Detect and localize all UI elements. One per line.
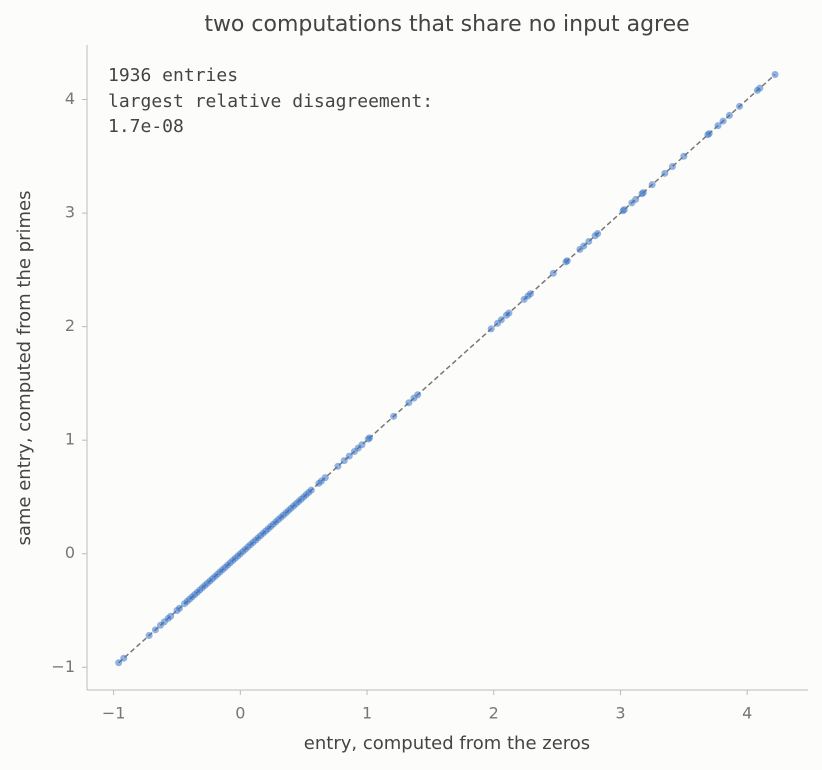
- point: [771, 71, 779, 79]
- point: [705, 130, 713, 138]
- point: [345, 452, 353, 460]
- x-tick-label: −1: [102, 704, 126, 723]
- point: [668, 163, 676, 171]
- point: [390, 412, 398, 420]
- point: [585, 237, 593, 245]
- y-tick-label: 1: [65, 430, 75, 449]
- annotation: 1.7e-08: [108, 116, 184, 137]
- point: [145, 631, 153, 639]
- point: [648, 181, 656, 189]
- annotation: largest relative disagreement:: [108, 91, 433, 112]
- point: [366, 434, 374, 442]
- point: [526, 290, 534, 298]
- point: [680, 152, 688, 160]
- point: [594, 230, 602, 238]
- point: [632, 195, 640, 203]
- y-axis-label: same entry, computed from the primes: [14, 190, 35, 545]
- y-tick-label: −1: [51, 657, 75, 676]
- point: [714, 122, 722, 130]
- point: [414, 391, 422, 399]
- point: [725, 111, 733, 119]
- point: [120, 654, 128, 662]
- point: [167, 612, 175, 620]
- point: [151, 626, 159, 634]
- x-tick-label: 0: [235, 704, 245, 723]
- point: [620, 206, 628, 214]
- point: [661, 169, 669, 177]
- point: [719, 117, 727, 125]
- point: [549, 269, 557, 277]
- x-axis-label: entry, computed from the zeros: [304, 733, 590, 754]
- x-tick-label: 4: [742, 704, 752, 723]
- point: [358, 441, 366, 449]
- point: [307, 486, 315, 494]
- y-tick-label: 2: [65, 316, 75, 335]
- point: [334, 462, 342, 470]
- point: [405, 399, 413, 407]
- y-tick-label: 3: [65, 203, 75, 222]
- point: [321, 474, 329, 482]
- point: [563, 257, 571, 265]
- point: [580, 242, 588, 250]
- point: [639, 189, 647, 197]
- point: [115, 659, 123, 667]
- x-tick-label: 3: [615, 704, 625, 723]
- y-tick-label: 0: [65, 543, 75, 562]
- point: [176, 604, 184, 612]
- x-tick-label: 2: [489, 704, 499, 723]
- point: [505, 309, 513, 317]
- point: [736, 102, 744, 110]
- annotation: 1936 entries: [108, 65, 238, 86]
- y-tick-label: 4: [65, 89, 75, 108]
- point: [756, 84, 764, 92]
- point: [487, 325, 495, 333]
- point: [497, 316, 505, 324]
- point: [340, 457, 348, 465]
- chart-title: two computations that share no input agr…: [204, 12, 689, 37]
- x-tick-label: 1: [362, 704, 372, 723]
